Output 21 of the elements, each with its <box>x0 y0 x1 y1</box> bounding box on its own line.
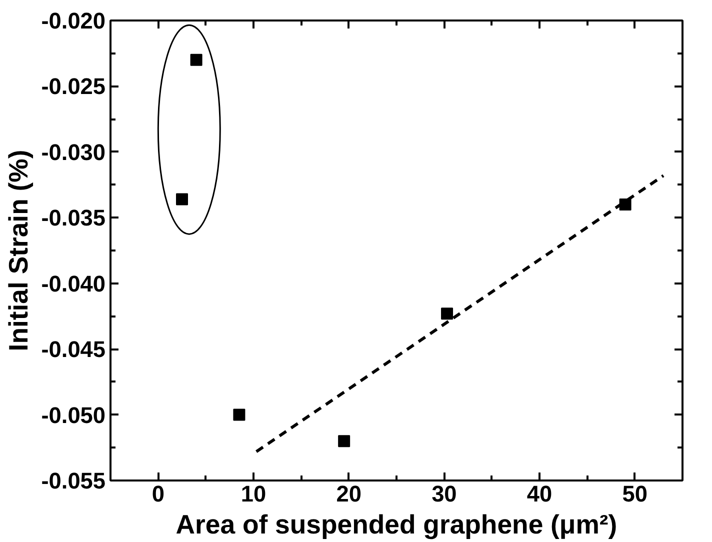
x-tick-label: 10 <box>240 480 266 506</box>
y-tick-label: -0.050 <box>41 402 106 428</box>
y-tick-label: -0.045 <box>41 336 106 362</box>
point <box>190 54 202 66</box>
x-tick-label: 50 <box>622 480 648 506</box>
y-tick-label: -0.020 <box>41 8 106 34</box>
x-axis-title: Area of suspended graphene (μm²) <box>176 510 618 540</box>
point <box>233 408 246 421</box>
y-tick-label: -0.040 <box>41 270 106 296</box>
x-tick-label: 0 <box>152 480 164 506</box>
y-tick-label: -0.055 <box>41 468 106 494</box>
point <box>338 435 350 448</box>
x-tick-label: 30 <box>432 480 457 506</box>
x-tick-label: 40 <box>526 480 552 506</box>
y-axis-title: Initial Strain (%) <box>3 150 34 352</box>
point <box>441 308 454 320</box>
y-tick-label: -0.025 <box>41 73 106 100</box>
x-tick-label: 20 <box>336 480 362 506</box>
point <box>176 193 188 206</box>
y-tick-label: -0.035 <box>41 204 106 231</box>
y-tick-label: -0.030 <box>41 138 106 165</box>
